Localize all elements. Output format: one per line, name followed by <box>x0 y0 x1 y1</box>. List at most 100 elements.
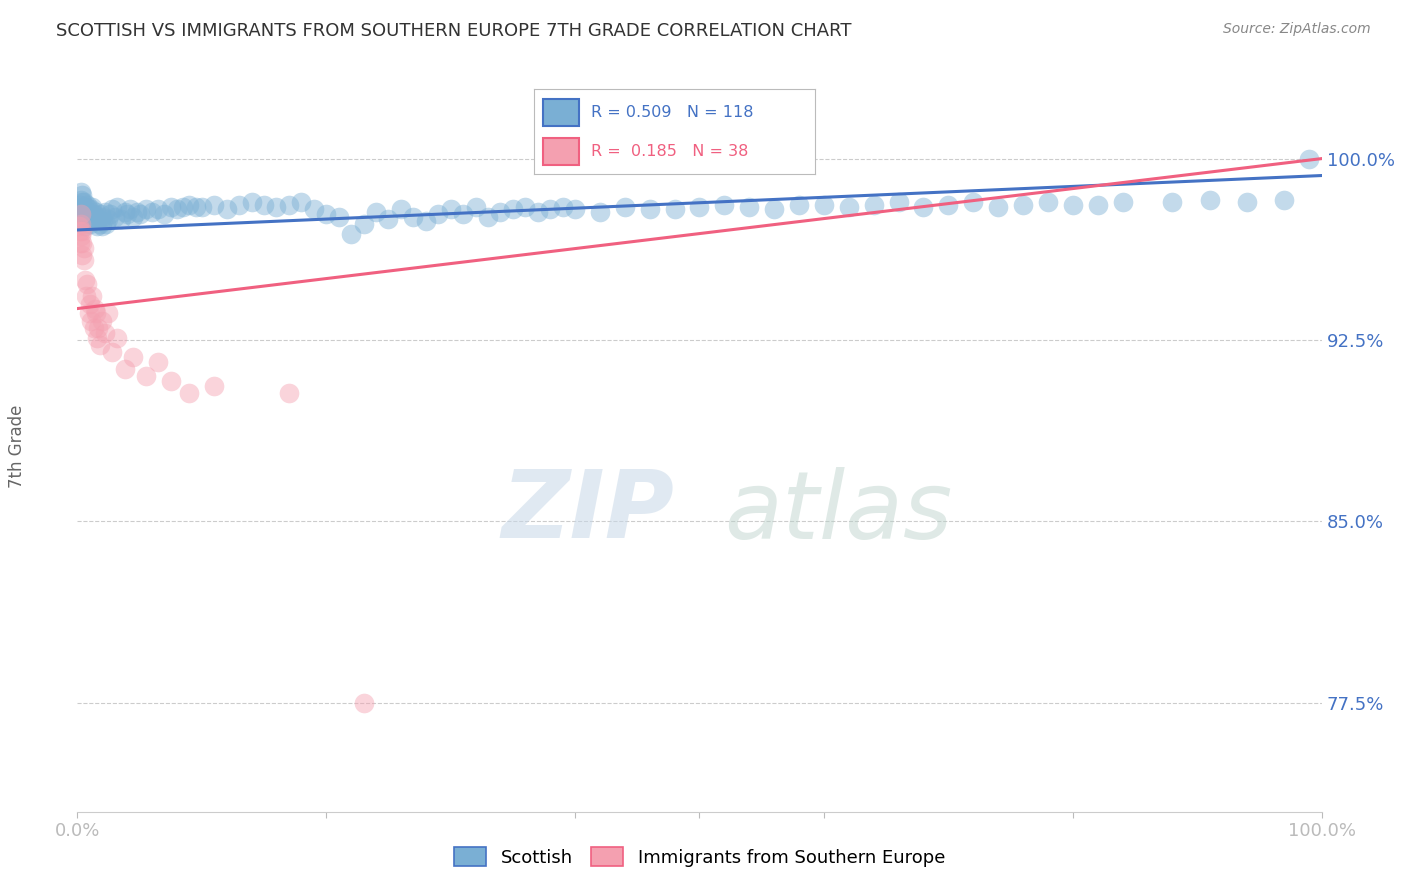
Point <box>118 202 141 217</box>
Point <box>76 197 98 211</box>
Point <box>73 272 96 286</box>
Point <box>1272 193 1295 207</box>
Point <box>72 241 94 255</box>
Text: ZIP: ZIP <box>502 466 675 558</box>
Point <box>179 386 201 401</box>
Point <box>353 217 375 231</box>
Point <box>84 306 107 320</box>
Point <box>97 306 120 320</box>
Point <box>451 207 474 221</box>
Point <box>148 355 170 369</box>
Point <box>1012 197 1035 211</box>
Point <box>87 321 110 335</box>
Point <box>502 202 524 217</box>
Point <box>101 345 124 359</box>
Point <box>89 217 111 231</box>
Point <box>76 277 98 292</box>
Point <box>887 195 910 210</box>
Point <box>72 248 94 262</box>
Point <box>73 219 96 234</box>
Point <box>353 696 375 710</box>
Point <box>266 200 288 214</box>
Text: R =  0.185   N = 38: R = 0.185 N = 38 <box>591 144 748 159</box>
Legend: Scottish, Immigrants from Southern Europe: Scottish, Immigrants from Southern Europ… <box>447 840 952 874</box>
Point <box>159 200 181 214</box>
Point <box>135 202 157 217</box>
Point <box>83 321 105 335</box>
Point <box>101 202 124 217</box>
Point <box>159 374 181 388</box>
Point <box>141 204 163 219</box>
Point <box>987 200 1010 214</box>
Text: R = 0.509   N = 118: R = 0.509 N = 118 <box>591 104 754 120</box>
Point <box>70 193 93 207</box>
Point <box>70 202 93 217</box>
Point <box>125 204 148 219</box>
Point <box>862 197 884 211</box>
Point <box>240 195 263 210</box>
Point <box>713 197 735 211</box>
Point <box>91 210 114 224</box>
Point <box>93 214 115 228</box>
Point <box>564 202 586 217</box>
Point <box>69 212 91 227</box>
Point <box>93 204 115 219</box>
Point <box>76 207 98 221</box>
Point <box>93 326 115 340</box>
Point <box>302 202 325 217</box>
Point <box>69 236 91 251</box>
Point <box>83 210 105 224</box>
Point <box>202 379 225 393</box>
Bar <box>543 98 579 126</box>
Point <box>91 219 114 234</box>
Point <box>84 214 107 228</box>
Point <box>184 200 207 214</box>
Point <box>114 204 136 219</box>
Point <box>215 202 238 217</box>
Point <box>689 200 711 214</box>
Point <box>1198 193 1220 207</box>
Point <box>90 207 112 221</box>
Text: Source: ZipAtlas.com: Source: ZipAtlas.com <box>1223 22 1371 37</box>
Point <box>79 217 101 231</box>
Point <box>172 200 194 214</box>
Point <box>1236 195 1258 210</box>
Point <box>72 253 94 268</box>
Point <box>97 212 120 227</box>
Point <box>538 202 561 217</box>
Point <box>202 197 225 211</box>
Point <box>148 202 170 217</box>
Point <box>87 212 110 227</box>
Point <box>551 200 574 214</box>
Point <box>86 219 108 234</box>
Point <box>79 207 101 221</box>
Point <box>166 202 188 217</box>
Point <box>89 338 111 352</box>
Point <box>1087 197 1109 211</box>
Point <box>70 217 93 231</box>
Point <box>67 219 90 234</box>
Point <box>72 204 94 219</box>
Point <box>1161 195 1184 210</box>
Point <box>228 197 250 211</box>
Point <box>122 210 145 224</box>
Point <box>72 236 94 251</box>
Point <box>389 202 412 217</box>
Point <box>73 202 96 217</box>
Point <box>277 197 299 211</box>
Point <box>98 207 121 221</box>
Point <box>115 207 138 221</box>
Point <box>128 207 150 221</box>
Point <box>440 202 463 217</box>
Point <box>153 207 176 221</box>
Point <box>94 217 117 231</box>
Point <box>67 204 90 219</box>
Point <box>77 306 100 320</box>
Point <box>75 289 97 303</box>
Point <box>105 330 128 344</box>
Bar <box>543 137 579 165</box>
Point <box>1111 195 1133 210</box>
Point <box>838 200 860 214</box>
Point <box>110 212 132 227</box>
Point <box>1062 197 1084 211</box>
